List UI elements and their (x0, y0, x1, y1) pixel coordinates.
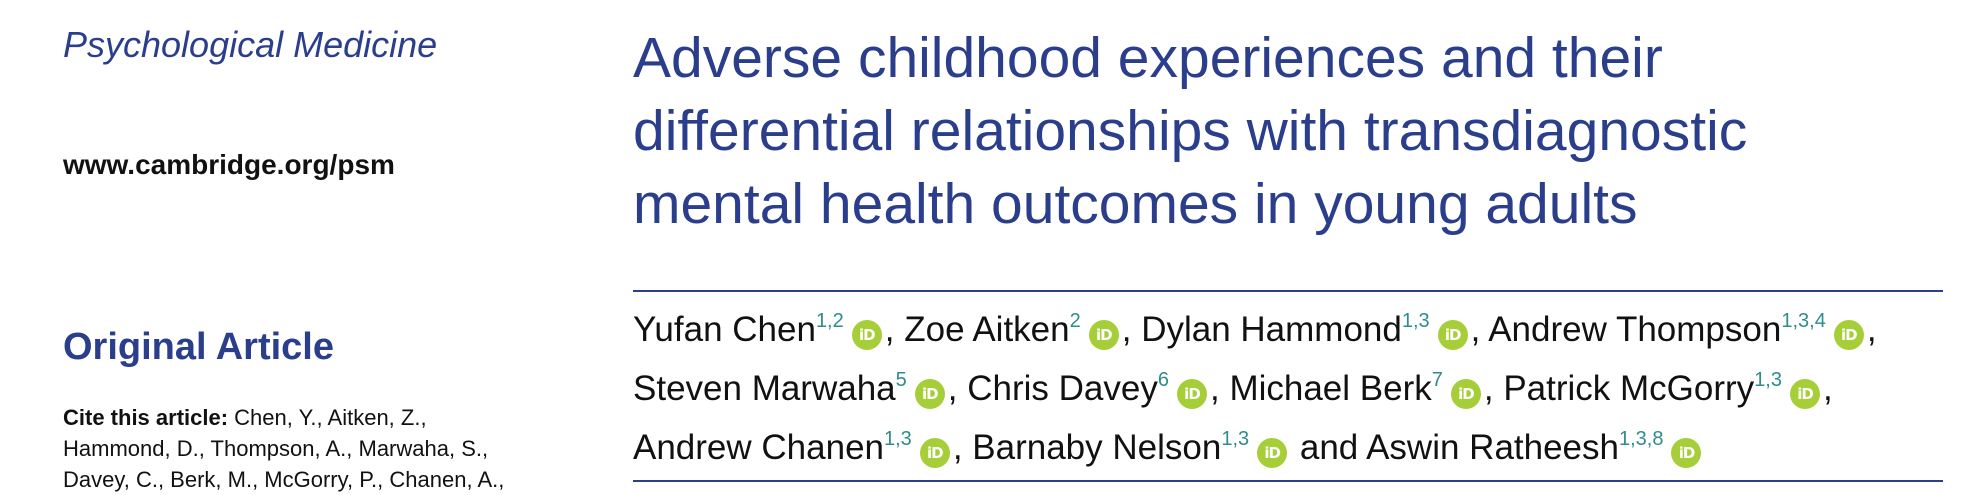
separator: , (1823, 369, 1833, 408)
author-line: Andrew Chanen1,3iD, Barnaby Nelson1,3iD … (633, 418, 1953, 477)
affiliation-marker: 7 (1431, 369, 1443, 391)
author-name: Patrick McGorry (1503, 369, 1755, 408)
author-name: Chris Davey (967, 369, 1158, 408)
author-divider-top (633, 290, 1943, 292)
affiliation-marker: 1,3 (884, 428, 912, 450)
author: Andrew Chanen1,3 iD (633, 428, 953, 468)
citation-block: Cite this article: Chen, Y., Aitken, Z.,… (63, 402, 583, 495)
author: Yufan Chen1,2 iD (633, 310, 885, 350)
orcid-icon[interactable]: iD (1176, 379, 1207, 409)
author-name: Yufan Chen (633, 310, 816, 349)
author: Zoe Aitken2 iD (904, 310, 1122, 350)
orcid-icon[interactable]: iD (851, 320, 882, 350)
article-title: Adverse childhood experiences and their … (633, 22, 1747, 241)
citation-lead: Cite this article: (63, 405, 229, 430)
author: Barnaby Nelson1,3 iD (972, 428, 1290, 468)
separator: , (1209, 369, 1220, 408)
author: Patrick McGorry1,3 iD (1503, 369, 1823, 409)
affiliation-marker: 1,3,4 (1781, 310, 1826, 332)
orcid-icon[interactable]: iD (914, 379, 945, 409)
orcid-icon[interactable]: iD (919, 438, 950, 468)
orcid-icon[interactable]: iD (1833, 320, 1864, 350)
separator: , (1121, 310, 1132, 349)
separator: , (884, 310, 895, 349)
title-line: Adverse childhood experiences and their (633, 26, 1663, 90)
author-list: Yufan Chen1,2 iD, Zoe Aitken2 iD, Dylan Ha… (633, 300, 1953, 477)
citation-line-3: Davey, C., Berk, M., McGorry, P., Chanen… (63, 467, 505, 492)
and-conjunction: and (1299, 428, 1359, 467)
author: Chris Davey6 iD (967, 369, 1210, 409)
citation-line-2: Hammond, D., Thompson, A., Marwaha, S., (63, 436, 489, 461)
author-name: Dylan Hammond (1141, 310, 1402, 349)
author-divider-bottom (633, 480, 1943, 482)
orcid-icon[interactable]: iD (1450, 379, 1481, 409)
author-name: Zoe Aitken (904, 310, 1070, 349)
title-line: mental health outcomes in young adults (633, 172, 1638, 236)
author: Dylan Hammond1,3 iD (1141, 310, 1470, 350)
author: Michael Berk7 iD (1229, 369, 1483, 409)
article-type: Original Article (63, 326, 334, 368)
author: Andrew Thompson1,3,4 iD (1488, 310, 1867, 350)
orcid-icon[interactable]: iD (1088, 320, 1119, 350)
affiliation-marker: 5 (895, 369, 907, 391)
affiliation-marker: 2 (1069, 310, 1081, 332)
citation-line-1: Cite this article: Chen, Y., Aitken, Z., (63, 402, 583, 433)
author-name: Steven Marwaha (633, 369, 896, 408)
affiliation-marker: 1,3 (1401, 310, 1430, 332)
journal-url[interactable]: www.cambridge.org/psm (63, 149, 395, 180)
citation-text: Chen, Y., Aitken, Z., (228, 405, 427, 430)
author-name: Michael Berk (1229, 369, 1432, 408)
separator: , (1470, 310, 1481, 349)
affiliation-marker: 1,2 (815, 310, 844, 332)
orcid-icon[interactable]: iD (1790, 379, 1820, 409)
author-name: Aswin Ratheesh (1366, 428, 1619, 467)
orcid-icon[interactable]: iD (1437, 320, 1468, 350)
author-line: Steven Marwaha5 iD, Chris Davey6 iD, Micha… (633, 359, 1953, 418)
journal-name: Psychological Medicine (63, 24, 438, 65)
orcid-icon[interactable]: iD (1671, 438, 1702, 468)
orcid-icon[interactable]: iD (1257, 438, 1288, 468)
author-name: Barnaby Nelson (972, 428, 1222, 467)
affiliation-marker: 1,3 (1221, 428, 1250, 450)
separator: , (952, 428, 963, 467)
author: Aswin Ratheesh1,3,8 iD (1366, 428, 1704, 468)
title-line: differential relationships with transdia… (633, 99, 1748, 163)
author-name: Andrew Thompson (1488, 310, 1782, 349)
author-line: Yufan Chen1,2 iD, Zoe Aitken2 iD, Dylan Ha… (633, 300, 1953, 359)
affiliation-marker: 6 (1157, 369, 1169, 391)
author-name: Andrew Chanen (633, 428, 884, 467)
affiliation-marker: 1,3,8 (1619, 428, 1664, 450)
separator: , (947, 369, 958, 408)
separator: , (1866, 310, 1877, 349)
affiliation-marker: 1,3 (1754, 369, 1782, 391)
separator: , (1483, 369, 1494, 408)
author: Steven Marwaha5 iD (633, 369, 948, 409)
